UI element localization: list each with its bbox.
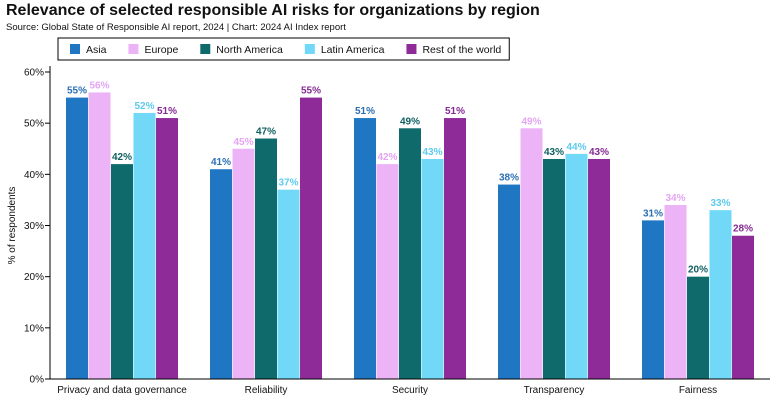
bar — [709, 210, 732, 379]
data-label: 52% — [134, 101, 154, 112]
bar — [111, 164, 133, 379]
y-tick-label: 20% — [24, 272, 44, 283]
y-axis-label: % of respondents — [7, 187, 18, 265]
data-label: 51% — [445, 106, 465, 117]
bar — [210, 169, 232, 379]
data-label: 45% — [233, 137, 253, 148]
bar — [732, 235, 754, 379]
data-label: 43% — [544, 147, 564, 158]
data-label: 44% — [566, 142, 586, 153]
legend-label: North America — [216, 44, 283, 56]
data-label: 47% — [256, 127, 276, 138]
bar — [399, 128, 421, 379]
legend-swatch — [304, 44, 315, 54]
bar — [565, 153, 588, 379]
bar — [543, 158, 565, 379]
y-tick-label: 0% — [30, 375, 45, 386]
bar — [277, 189, 300, 379]
bar — [354, 118, 376, 380]
y-tick-label: 60% — [24, 68, 44, 79]
data-label: 51% — [355, 106, 375, 117]
bar — [376, 164, 399, 379]
bar — [520, 128, 543, 379]
legend-label: Asia — [86, 44, 107, 56]
y-tick-label: 10% — [24, 323, 44, 334]
bar — [133, 112, 156, 379]
data-label: 38% — [499, 173, 519, 184]
bar — [255, 138, 277, 379]
bar — [66, 97, 88, 379]
data-label: 28% — [733, 224, 753, 235]
legend-label: Latin America — [321, 44, 385, 56]
legend-swatch — [70, 44, 80, 54]
bar — [588, 158, 610, 379]
y-tick-label: 40% — [24, 170, 44, 181]
data-label: 43% — [422, 147, 442, 158]
legend: Asia Europe North America Latin America Rest… — [57, 37, 510, 61]
bar — [664, 205, 687, 379]
data-label: 55% — [301, 86, 321, 97]
data-label: 33% — [710, 198, 730, 209]
x-tick-label: Privacy and data governance — [57, 385, 187, 396]
legend-swatch — [128, 44, 139, 54]
bar — [444, 118, 466, 380]
data-label: 34% — [665, 193, 685, 204]
data-label: 49% — [400, 116, 420, 127]
x-tick-label: Fairness — [679, 385, 717, 396]
data-label: 31% — [643, 208, 663, 219]
data-label: 20% — [688, 265, 708, 276]
data-label: 56% — [89, 80, 109, 91]
x-tick-label: Transparency — [524, 385, 585, 396]
x-tick-label: Security — [392, 385, 428, 396]
bars: 55% 56%42%52% 51%41%45%47%37%55%51%42%49%4… — [66, 80, 754, 380]
bar — [498, 184, 520, 379]
y-tick-label: 30% — [24, 221, 44, 232]
data-label: 49% — [521, 116, 541, 127]
bar — [232, 148, 255, 379]
legend-box — [57, 37, 510, 61]
data-label: 37% — [278, 178, 298, 189]
legend-swatch — [200, 44, 211, 54]
data-label: 43% — [589, 147, 609, 158]
data-label: 55% — [67, 86, 87, 97]
bar — [156, 118, 178, 380]
data-label: 51% — [157, 106, 177, 117]
data-label: 41% — [211, 157, 231, 168]
bar — [300, 97, 322, 379]
legend-label: Europe — [144, 44, 178, 56]
chart-title: Relevance of selected responsible AI ris… — [6, 2, 540, 19]
legend-swatch — [406, 44, 417, 54]
x-tick-label: Reliability — [245, 385, 288, 396]
x-axis: Privacy and data governance Reliability Se… — [50, 378, 770, 396]
y-axis: 0% 10% 20% 30% 40% 50% 60% % of respondents — [7, 66, 51, 386]
data-label: 42% — [112, 152, 132, 163]
y-tick-label: 50% — [24, 119, 44, 130]
data-label: 42% — [377, 152, 397, 163]
chart-subtitle: Source: Global State of Responsible AI r… — [6, 22, 346, 33]
bar — [88, 92, 111, 379]
bar — [421, 158, 444, 379]
legend-label: Rest of the world — [422, 44, 501, 56]
bar — [642, 220, 664, 379]
bar — [687, 276, 709, 379]
